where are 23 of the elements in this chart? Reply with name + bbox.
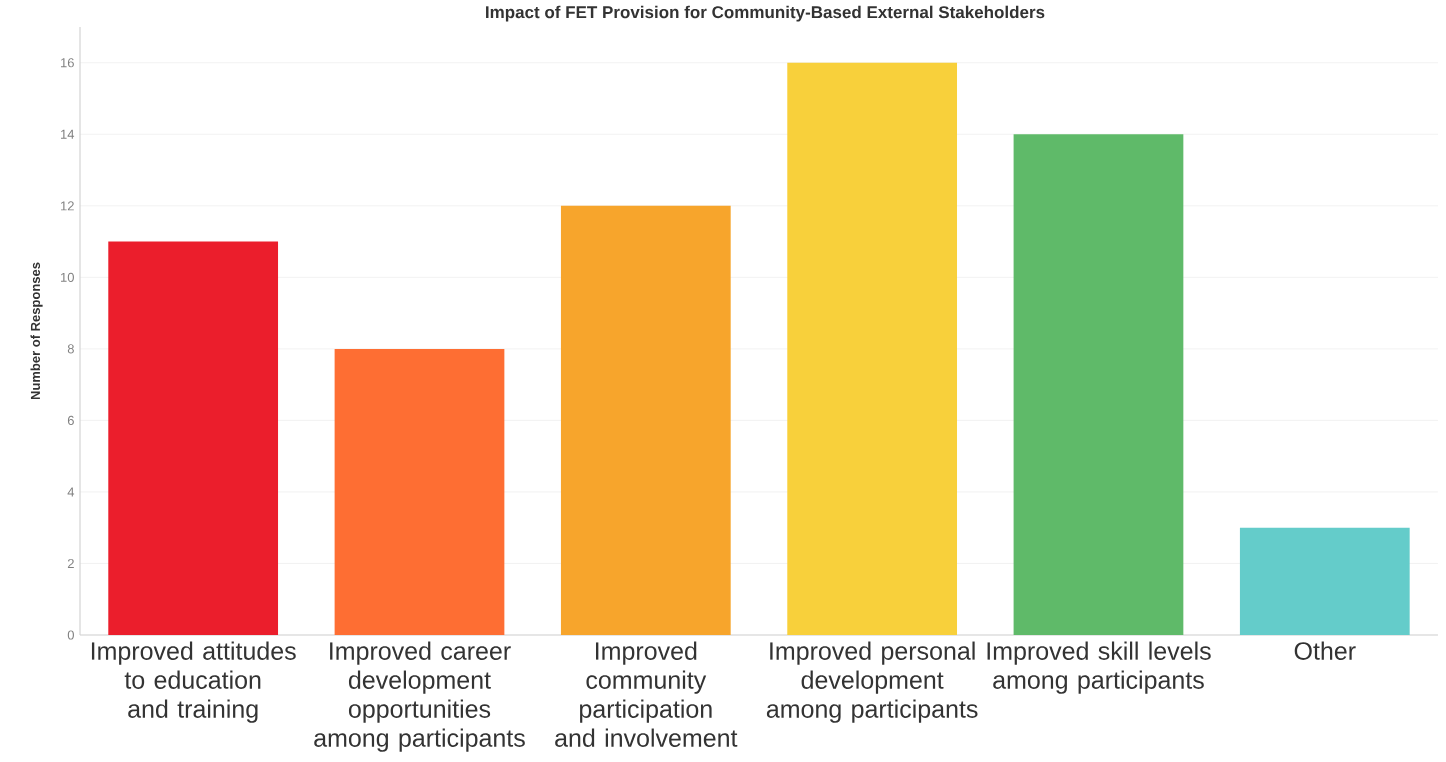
y-tick-label: 14 [61, 129, 75, 139]
x-tick-label: Other [1294, 641, 1356, 660]
y-tick-label: 8 [67, 344, 74, 354]
x-tick-label: Improved career development opportunities among participants [314, 641, 525, 752]
y-tick-label: 10 [61, 272, 74, 282]
y-axis-title: Number of Responses [30, 262, 43, 400]
chart-title: Impact of FET Provision for Community-Based External Stakeholders [486, 5, 1045, 22]
bar [1013, 134, 1184, 635]
x-tick-label: Improved skill levels among participants [987, 641, 1211, 694]
y-tick-label: 0 [67, 630, 74, 640]
bar [108, 241, 279, 635]
y-tick-label: 2 [67, 558, 74, 569]
bar [560, 205, 731, 635]
x-tick-label: Improved attitudes to education and training [91, 641, 296, 723]
y-tick-label: 6 [67, 415, 74, 426]
y-tick-label: 4 [67, 487, 75, 497]
y-tick-label: 16 [61, 58, 74, 68]
bar [1239, 527, 1410, 635]
bar [787, 62, 958, 635]
y-tick-label: 12 [61, 201, 74, 211]
bar [334, 348, 505, 635]
x-tick-label: Improved personal development among participants [766, 641, 978, 723]
x-tick-label: Improved community participation and involvement [555, 641, 738, 747]
